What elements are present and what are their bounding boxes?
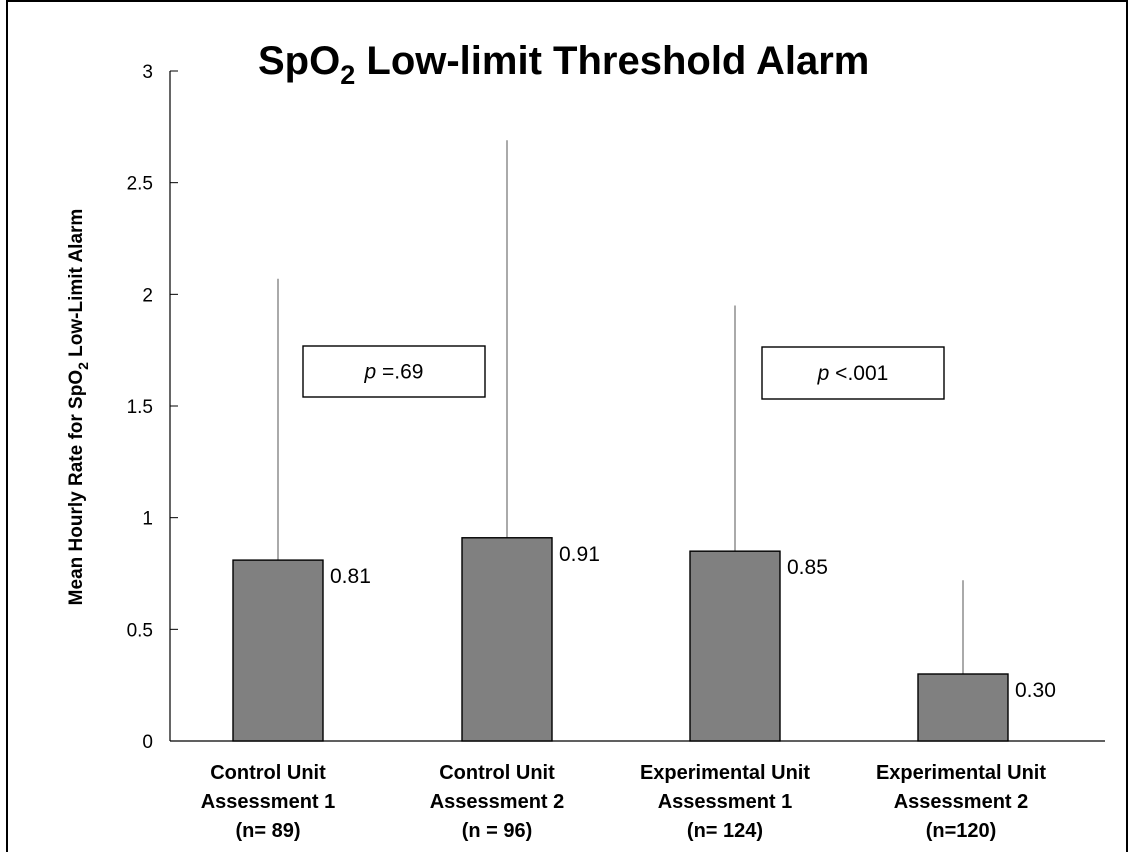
labels: 0.81 0.91 0.85 0.30 Control Unit Assessment 1…: [201, 345, 1056, 842]
bar-value-label: 0.85: [787, 556, 828, 579]
x-category-label: (n= 89): [235, 820, 300, 842]
y-tick-label: 0.5: [127, 620, 153, 641]
p-value-box: [761, 346, 945, 400]
axes: 0 0.5 1 1.5 2 2.5 3: [127, 62, 1105, 753]
y-tick-label: 3: [142, 62, 153, 83]
p-value-annotation: p =.69: [364, 361, 424, 384]
x-category-label: Control Unit: [210, 762, 326, 784]
y-tick-label: 0: [142, 732, 153, 753]
bars: [232, 140, 1009, 742]
bar: [689, 550, 781, 742]
y-tick-label: 2.5: [127, 174, 153, 195]
x-category-label: Assessment 1: [658, 791, 793, 813]
x-category-label: Assessment 1: [201, 791, 336, 813]
x-category-label: (n=120): [926, 820, 997, 842]
y-tick-label: 1.5: [127, 397, 153, 418]
bar-value-label: 0.30: [1015, 679, 1056, 702]
chart-frame: [6, 0, 1128, 852]
x-category-label: Assessment 2: [430, 791, 565, 813]
bar-value-label: 0.91: [559, 543, 600, 566]
x-category-label: Experimental Unit: [640, 762, 810, 784]
y-tick-label: 2: [142, 285, 153, 306]
x-category-label: (n= 124): [687, 820, 763, 842]
x-category-label: Experimental Unit: [876, 762, 1046, 784]
y-tick-label: 1: [142, 509, 153, 530]
x-category-label: Control Unit: [439, 762, 555, 784]
bar: [232, 559, 324, 742]
p-value-annotation: p <.001: [817, 362, 889, 385]
bar: [461, 537, 553, 742]
x-category-label: (n = 96): [462, 820, 533, 842]
p-value-box: [302, 345, 486, 398]
y-axis-label: Mean Hourly Rate for SpO2 Low-Limit Alar…: [66, 209, 91, 606]
bar: [917, 673, 1009, 742]
x-category-label: Assessment 2: [894, 791, 1029, 813]
chart-title: SpO2 Low-limit Threshold Alarm: [258, 39, 869, 90]
bar-value-label: 0.81: [330, 565, 371, 588]
